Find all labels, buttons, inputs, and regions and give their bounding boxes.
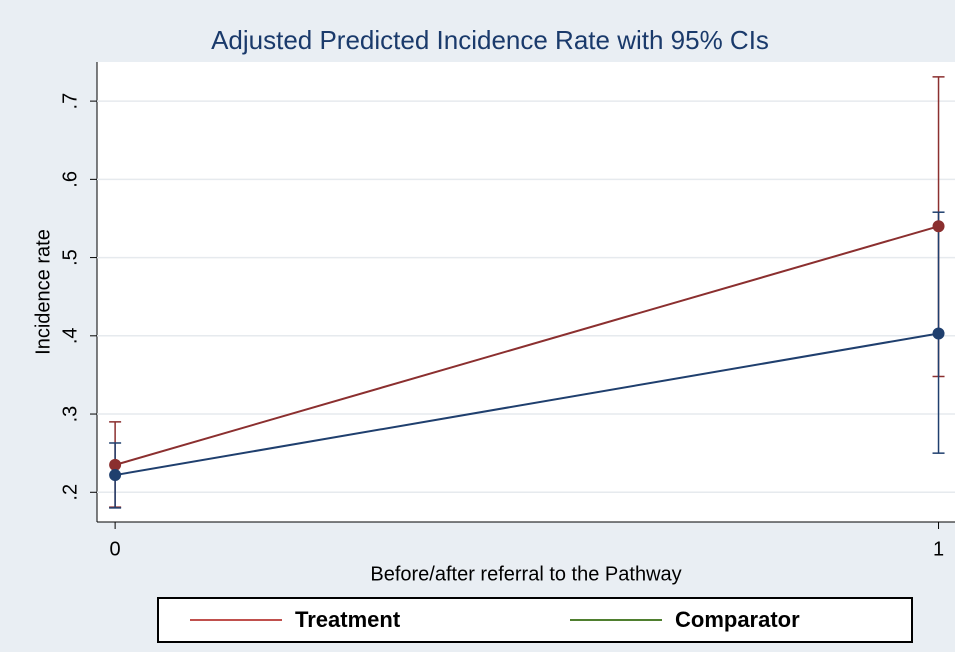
- x-tick-label: 0: [110, 538, 121, 560]
- chart-title: Adjusted Predicted Incidence Rate with 9…: [211, 25, 769, 55]
- series-line: [114, 332, 939, 477]
- x-axis-label: Before/after referral to the Pathway: [370, 563, 681, 585]
- x-tick-label: 1: [933, 538, 944, 560]
- point: [932, 220, 945, 233]
- series-line: [114, 225, 939, 466]
- y-tick-label: .4: [59, 327, 81, 344]
- legend-label: Comparator: [675, 607, 800, 632]
- point: [932, 327, 945, 340]
- plot-area: [97, 62, 955, 522]
- legend: [157, 597, 913, 643]
- point: [109, 469, 122, 482]
- y-tick-label: .6: [59, 171, 81, 188]
- y-tick-label: .5: [59, 249, 81, 266]
- y-axis-label: Incidence rate: [32, 229, 54, 355]
- legend-label: Treatment: [295, 607, 401, 632]
- y-tick-label: .3: [59, 406, 81, 423]
- point: [109, 458, 122, 471]
- y-tick-label: .7: [59, 93, 81, 110]
- y-tick-label: .2: [59, 484, 81, 501]
